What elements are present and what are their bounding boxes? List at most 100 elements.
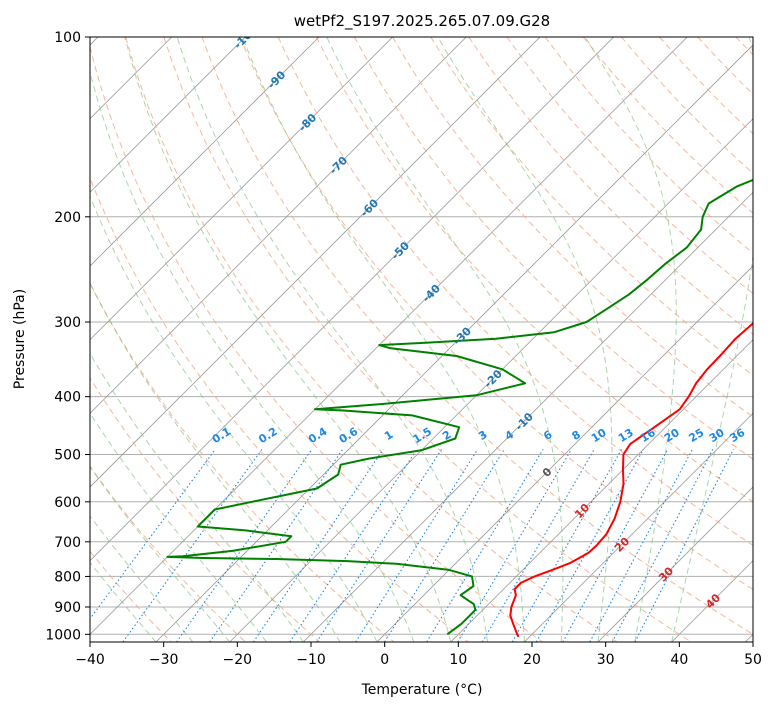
moist-adiabat-line xyxy=(90,465,231,642)
moist-adiabat-line xyxy=(90,515,194,642)
isotherm-label: -30 xyxy=(451,324,474,347)
moist-adiabat-line xyxy=(90,352,304,642)
isotherm-line xyxy=(671,560,753,642)
moist-adiabat-line xyxy=(242,37,525,642)
dry-adiabat-line xyxy=(277,37,753,546)
dry-adiabat-line xyxy=(90,176,469,642)
moist-adiabat-line xyxy=(90,412,267,642)
isotherm-line xyxy=(90,37,541,488)
isotherm-label: -70 xyxy=(327,154,350,177)
dry-adiabat-line xyxy=(239,37,753,591)
isotherm-line xyxy=(745,633,753,642)
mixing-ratio-label: 0.6 xyxy=(337,425,361,447)
moist-adiabat-line xyxy=(584,37,677,642)
mixing-ratio-label: 1 xyxy=(382,428,395,443)
dry-adiabat-line xyxy=(354,37,753,460)
isotherm-label: 30 xyxy=(656,564,676,584)
mixing-ratio-line xyxy=(634,449,734,642)
dry-adiabat-line xyxy=(544,37,753,254)
mixing-ratio-line xyxy=(426,449,544,642)
moist-adiabat-line xyxy=(124,37,452,642)
isotherm-line xyxy=(597,486,753,642)
y-tick-label: 500 xyxy=(54,448,81,464)
mixing-ratio-label: 6 xyxy=(541,428,555,443)
mixing-ratio-label: 25 xyxy=(687,426,707,445)
dry-adiabat-line xyxy=(697,37,753,95)
axis-ticks: −40 −30 −20 −10 0 10 20 30 40 5010020030040050060… xyxy=(45,30,762,668)
y-tick-label: 700 xyxy=(54,535,81,551)
isotherm-label: 40 xyxy=(703,591,723,611)
dry-adiabat-line xyxy=(392,37,753,418)
moist-adiabat-line xyxy=(90,282,341,642)
dewpoint-profile-line xyxy=(166,178,753,636)
mixing-ratio-label: 10 xyxy=(589,426,609,445)
isotherm-label: -10 xyxy=(513,410,536,433)
dry-adiabat-line xyxy=(621,37,753,175)
isotherm-line xyxy=(90,37,393,341)
background-lines xyxy=(90,37,753,642)
mixing-ratio-label: 0.1 xyxy=(210,425,233,446)
x-tick-label: −20 xyxy=(223,652,253,668)
isotherm-label: -40 xyxy=(420,282,443,305)
isotherm-line xyxy=(450,339,753,642)
y-tick-label: 100 xyxy=(54,30,81,46)
isotherm-line xyxy=(229,118,753,642)
isotherm-label: -50 xyxy=(389,239,412,262)
dry-adiabat-line xyxy=(90,44,543,642)
y-tick-label: 400 xyxy=(54,390,81,406)
temperature-profile-line xyxy=(509,321,753,638)
dry-adiabat-line xyxy=(201,37,753,635)
isotherm-line xyxy=(524,412,753,642)
x-tick-label: −10 xyxy=(296,652,326,668)
mixing-ratio-label: 0.2 xyxy=(256,425,279,446)
x-axis-label: Temperature (°C) xyxy=(361,682,483,698)
x-tick-label: 10 xyxy=(449,652,467,668)
isotherm-line xyxy=(90,37,320,267)
line-labels: 0.1 0.2 0.4 0.6 1 1.5 2 3 4 6 8 10 13 16 20 25 30 36-100-… xyxy=(210,37,748,611)
mixing-ratio-line xyxy=(209,448,344,642)
mixing-ratio-line xyxy=(316,449,443,642)
isotherm-line xyxy=(90,37,246,193)
x-tick-label: 30 xyxy=(597,652,615,668)
mixing-ratio-line xyxy=(481,449,595,642)
mixing-ratio-line xyxy=(535,449,644,642)
isotherm-label: 20 xyxy=(612,535,632,555)
dry-adiabat-line xyxy=(90,550,172,642)
moist-adiabat-line xyxy=(176,37,488,642)
dry-adiabat-line xyxy=(90,282,395,642)
isotherm-label: 0 xyxy=(540,465,555,480)
dry-adiabat-line xyxy=(659,37,753,135)
moist-adiabat-line xyxy=(90,194,378,642)
y-tick-label: 800 xyxy=(54,569,81,585)
mixing-ratio-label: 20 xyxy=(662,426,682,445)
mixing-ratio-label: 0.4 xyxy=(306,425,330,447)
dry-adiabat-line xyxy=(125,37,618,642)
moist-adiabat-line xyxy=(326,37,564,642)
dry-adiabat-line xyxy=(90,465,246,642)
mixing-ratio-label: 8 xyxy=(570,428,583,443)
isotherm-label: -20 xyxy=(482,367,505,390)
moist-adiabat-line xyxy=(437,37,613,642)
isotherm-label: -60 xyxy=(358,196,381,219)
isotherm-label: -80 xyxy=(296,111,319,134)
dry-adiabat-line xyxy=(735,37,753,56)
mixing-ratio-line xyxy=(511,449,622,642)
dry-adiabat-line xyxy=(163,37,692,642)
mixing-ratio-label: 1.5 xyxy=(411,425,434,446)
moist-adiabat-line xyxy=(90,561,157,642)
mixing-ratio-line xyxy=(384,449,505,642)
x-tick-label: 40 xyxy=(670,652,688,668)
x-tick-label: 0 xyxy=(380,652,389,668)
isotherm-line xyxy=(90,37,688,635)
mixing-ratio-label: 16 xyxy=(638,426,658,445)
mixing-ratio-line xyxy=(562,449,669,642)
y-axis-label: Pressure (hPa) xyxy=(12,289,28,389)
isotherm-line xyxy=(376,265,753,642)
isotherm-label: -90 xyxy=(265,68,288,91)
chart-title: wetPf2_S197.2025.265.07.09.G28 xyxy=(294,12,550,31)
x-tick-label: −30 xyxy=(149,652,179,668)
y-tick-label: 200 xyxy=(54,210,81,226)
data-lines xyxy=(166,178,753,638)
isotherm-line xyxy=(155,44,753,642)
